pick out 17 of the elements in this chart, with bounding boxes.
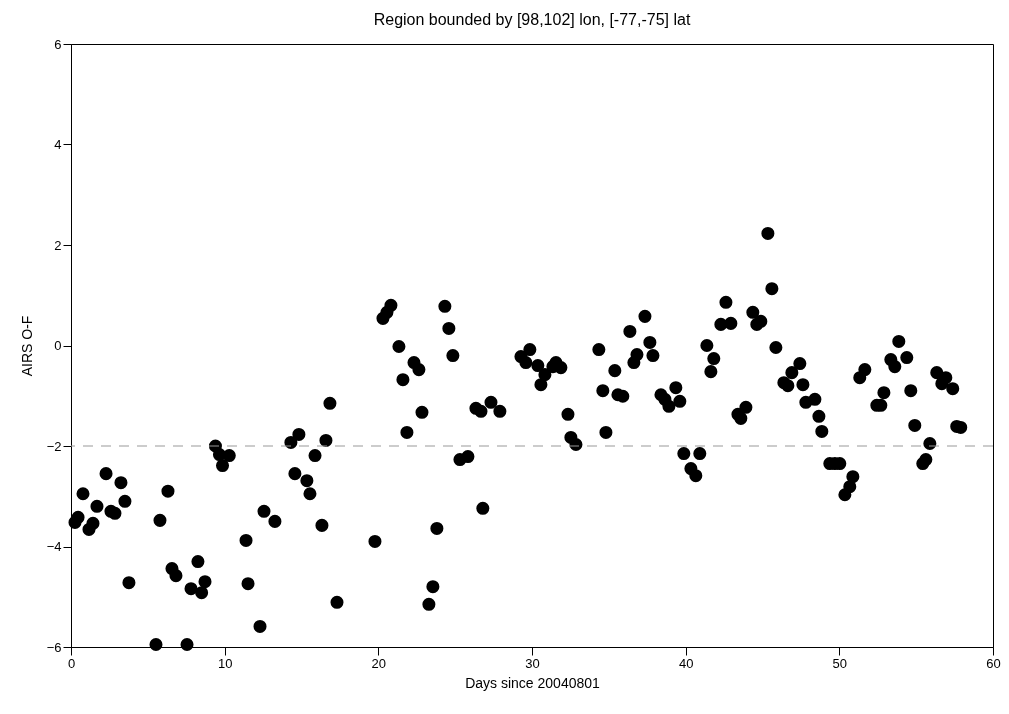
y-tick-label: 0	[54, 338, 62, 353]
y-axis-title: AIRS O-F	[18, 315, 35, 377]
x-tick-label: 30	[525, 655, 540, 671]
x-tick-label: 10	[217, 655, 233, 671]
x-tick-label: 0	[67, 655, 76, 671]
y-tick-label: −4	[46, 539, 62, 554]
x-tick-label: 40	[678, 655, 694, 671]
x-tick-label: 20	[371, 655, 387, 671]
y-tick-label: 6	[54, 36, 62, 52]
y-tick-label: −6	[46, 639, 62, 655]
x-tick-label: 50	[832, 655, 848, 671]
y-tick-label: −2	[46, 438, 62, 454]
x-axis-title: Days since 20040801	[465, 674, 601, 691]
y-tick-label: 4	[54, 137, 62, 152]
y-tick-label: 2	[54, 237, 62, 253]
chart-title: Region bounded by [98,102] lon, [-77,-75] lat	[373, 11, 691, 28]
x-tick-label: 60	[986, 655, 1001, 671]
